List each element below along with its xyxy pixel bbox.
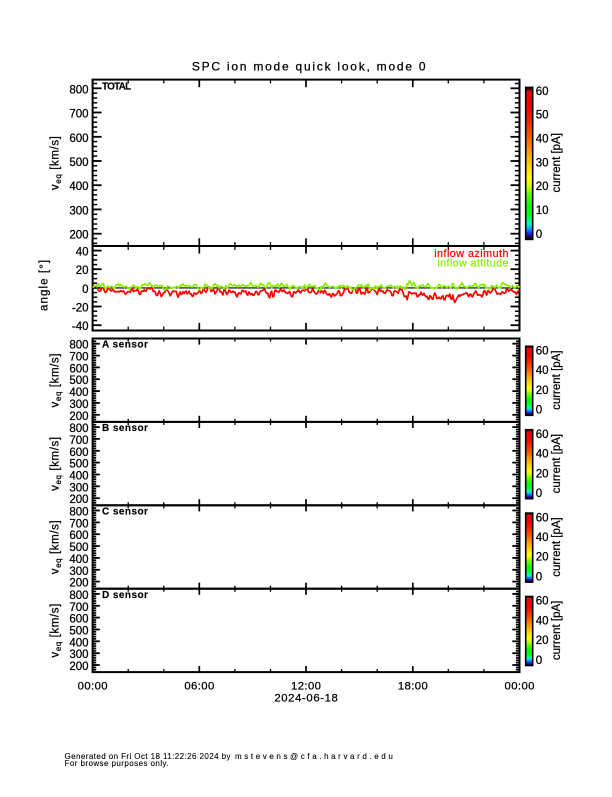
svg-text:current [pA]: current [pA] (551, 601, 563, 660)
svg-text:700: 700 (69, 435, 88, 447)
svg-text:700: 700 (69, 109, 88, 121)
svg-text:600: 600 (69, 614, 88, 626)
svg-text:300: 300 (69, 399, 88, 411)
svg-text:current [pA]: current [pA] (551, 517, 563, 576)
svg-text:40: 40 (536, 449, 549, 461)
svg-text:mstevens@cfa.harvard.edu: mstevens@cfa.harvard.edu (235, 752, 393, 761)
svg-text:D sensor: D sensor (102, 590, 148, 601)
svg-text:800: 800 (69, 340, 88, 352)
svg-text:20: 20 (536, 635, 549, 647)
svg-text:800: 800 (69, 84, 88, 96)
svg-text:40: 40 (536, 615, 549, 627)
svg-text:C sensor: C sensor (102, 507, 148, 518)
svg-text:60: 60 (536, 512, 549, 524)
svg-text:800: 800 (69, 507, 88, 519)
svg-text:40: 40 (536, 134, 549, 146)
svg-text:00:00: 00:00 (78, 680, 108, 692)
svg-text:500: 500 (69, 157, 88, 169)
svg-text:-20: -20 (72, 303, 89, 315)
svg-text:20: 20 (536, 468, 549, 480)
svg-text:A sensor: A sensor (102, 340, 148, 351)
svg-text:500: 500 (69, 375, 88, 387)
svg-text:700: 700 (69, 602, 88, 614)
svg-text:0: 0 (536, 571, 542, 583)
svg-text:10: 10 (536, 205, 549, 217)
svg-text:current [pA]: current [pA] (551, 434, 563, 493)
svg-text:SPC ion mode quick look, mode: SPC ion mode quick look, mode 0 (192, 60, 426, 74)
svg-text:60: 60 (536, 346, 549, 358)
svg-text:400: 400 (69, 471, 88, 483)
svg-text:2024-06-18: 2024-06-18 (274, 693, 338, 705)
svg-text:0: 0 (536, 655, 542, 667)
svg-text:300: 300 (69, 482, 88, 494)
svg-text:700: 700 (69, 518, 88, 530)
svg-text:400: 400 (69, 637, 88, 649)
svg-text:200: 200 (69, 411, 88, 423)
svg-text:06:00: 06:00 (184, 680, 214, 692)
svg-text:300: 300 (69, 649, 88, 661)
svg-text:60: 60 (536, 86, 549, 98)
svg-text:B sensor: B sensor (102, 423, 148, 434)
svg-text:inflow attitude: inflow attitude (437, 257, 508, 269)
svg-text:50: 50 (536, 110, 549, 122)
svg-text:30: 30 (536, 157, 549, 169)
svg-text:20: 20 (76, 265, 89, 277)
svg-text:500: 500 (69, 459, 88, 471)
svg-text:00:00: 00:00 (505, 680, 535, 692)
svg-text:700: 700 (69, 352, 88, 364)
svg-text:12:00: 12:00 (291, 680, 321, 692)
svg-text:0: 0 (536, 488, 542, 500)
svg-text:200: 200 (69, 230, 88, 242)
svg-text:current [pA]: current [pA] (551, 133, 563, 192)
svg-text:400: 400 (69, 181, 88, 193)
svg-text:500: 500 (69, 542, 88, 554)
svg-text:600: 600 (69, 447, 88, 459)
svg-text:60: 60 (536, 596, 549, 608)
svg-text:40: 40 (536, 532, 549, 544)
svg-text:400: 400 (69, 387, 88, 399)
svg-text:20: 20 (536, 181, 549, 193)
svg-text:40: 40 (536, 365, 549, 377)
svg-text:20: 20 (536, 385, 549, 397)
svg-text:0: 0 (536, 405, 542, 417)
svg-text:Generated on Fri Oct 18 11:22:: Generated on Fri Oct 18 11:22:26 2024 by (65, 752, 231, 761)
svg-text:800: 800 (69, 590, 88, 602)
svg-text:200: 200 (69, 578, 88, 590)
svg-text:inflow azimuth: inflow azimuth (434, 248, 508, 260)
svg-text:current [pA]: current [pA] (551, 350, 563, 409)
svg-text:400: 400 (69, 554, 88, 566)
svg-text:angle [°]: angle [°] (39, 259, 51, 311)
svg-text:500: 500 (69, 626, 88, 638)
svg-text:TOTAL: TOTAL (102, 82, 131, 93)
svg-text:600: 600 (69, 133, 88, 145)
svg-text:600: 600 (69, 530, 88, 542)
svg-text:200: 200 (69, 661, 88, 673)
svg-text:300: 300 (69, 566, 88, 578)
svg-text:200: 200 (69, 494, 88, 506)
svg-text:300: 300 (69, 205, 88, 217)
svg-text:-40: -40 (72, 321, 89, 333)
svg-text:60: 60 (536, 429, 549, 441)
svg-text:20: 20 (536, 552, 549, 564)
svg-text:600: 600 (69, 363, 88, 375)
svg-text:0: 0 (536, 229, 542, 241)
svg-text:800: 800 (69, 423, 88, 435)
svg-text:40: 40 (76, 247, 89, 259)
svg-text:18:00: 18:00 (398, 680, 428, 692)
svg-text:0: 0 (82, 284, 88, 296)
svg-text:For browse purposes only.: For browse purposes only. (65, 759, 169, 768)
